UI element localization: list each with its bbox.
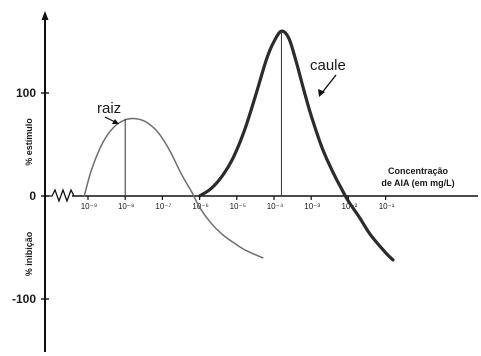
x-tick-label: 10⁻¹ <box>379 202 395 211</box>
x-axis-label-line2: de AIA (em mg/L) <box>381 178 454 188</box>
x-axis-label-line1: Concentração <box>388 166 449 176</box>
y-axis-label-negative: % inibição <box>24 231 34 276</box>
y-tick-label: -100 <box>12 292 36 306</box>
y-tick-label: 100 <box>16 86 36 100</box>
y-axis-arrowhead <box>41 11 49 20</box>
x-ticks: 10⁻⁹ 10⁻⁸ 10⁻⁷ 10⁻⁶ 10⁻⁵ 10⁻⁴ 10⁻³ 10⁻² 10⁻¹ <box>81 196 395 211</box>
series-label-raiz: raiz <box>97 100 121 117</box>
series-label-caule-arrowhead <box>318 89 325 97</box>
series-group <box>83 29 395 262</box>
x-tick-label: 10⁻³ <box>304 202 320 211</box>
y-ticks: 100 0 -100 <box>12 86 49 306</box>
series-label-caule-pointer <box>320 74 337 95</box>
y-tick-label: 0 <box>29 189 36 203</box>
x-tick-label: 10⁻⁷ <box>155 202 171 211</box>
series-label-raiz-arrowhead <box>112 119 119 124</box>
x-tick-label: 10⁻² <box>342 202 358 211</box>
series-line-raiz <box>83 117 264 259</box>
series-label-caule: caule <box>310 57 346 74</box>
axis-break <box>45 188 75 203</box>
x-tick-label: 10⁻⁶ <box>192 202 208 211</box>
y-axis-label-positive: % estímulo <box>24 118 34 166</box>
x-tick-label: 10⁻⁹ <box>81 202 98 211</box>
x-tick-label: 10⁻⁸ <box>118 202 135 211</box>
x-tick-label: 10⁻⁴ <box>267 202 284 211</box>
series-line-caule <box>198 29 395 262</box>
x-tick-label: 10⁻⁵ <box>230 202 246 211</box>
